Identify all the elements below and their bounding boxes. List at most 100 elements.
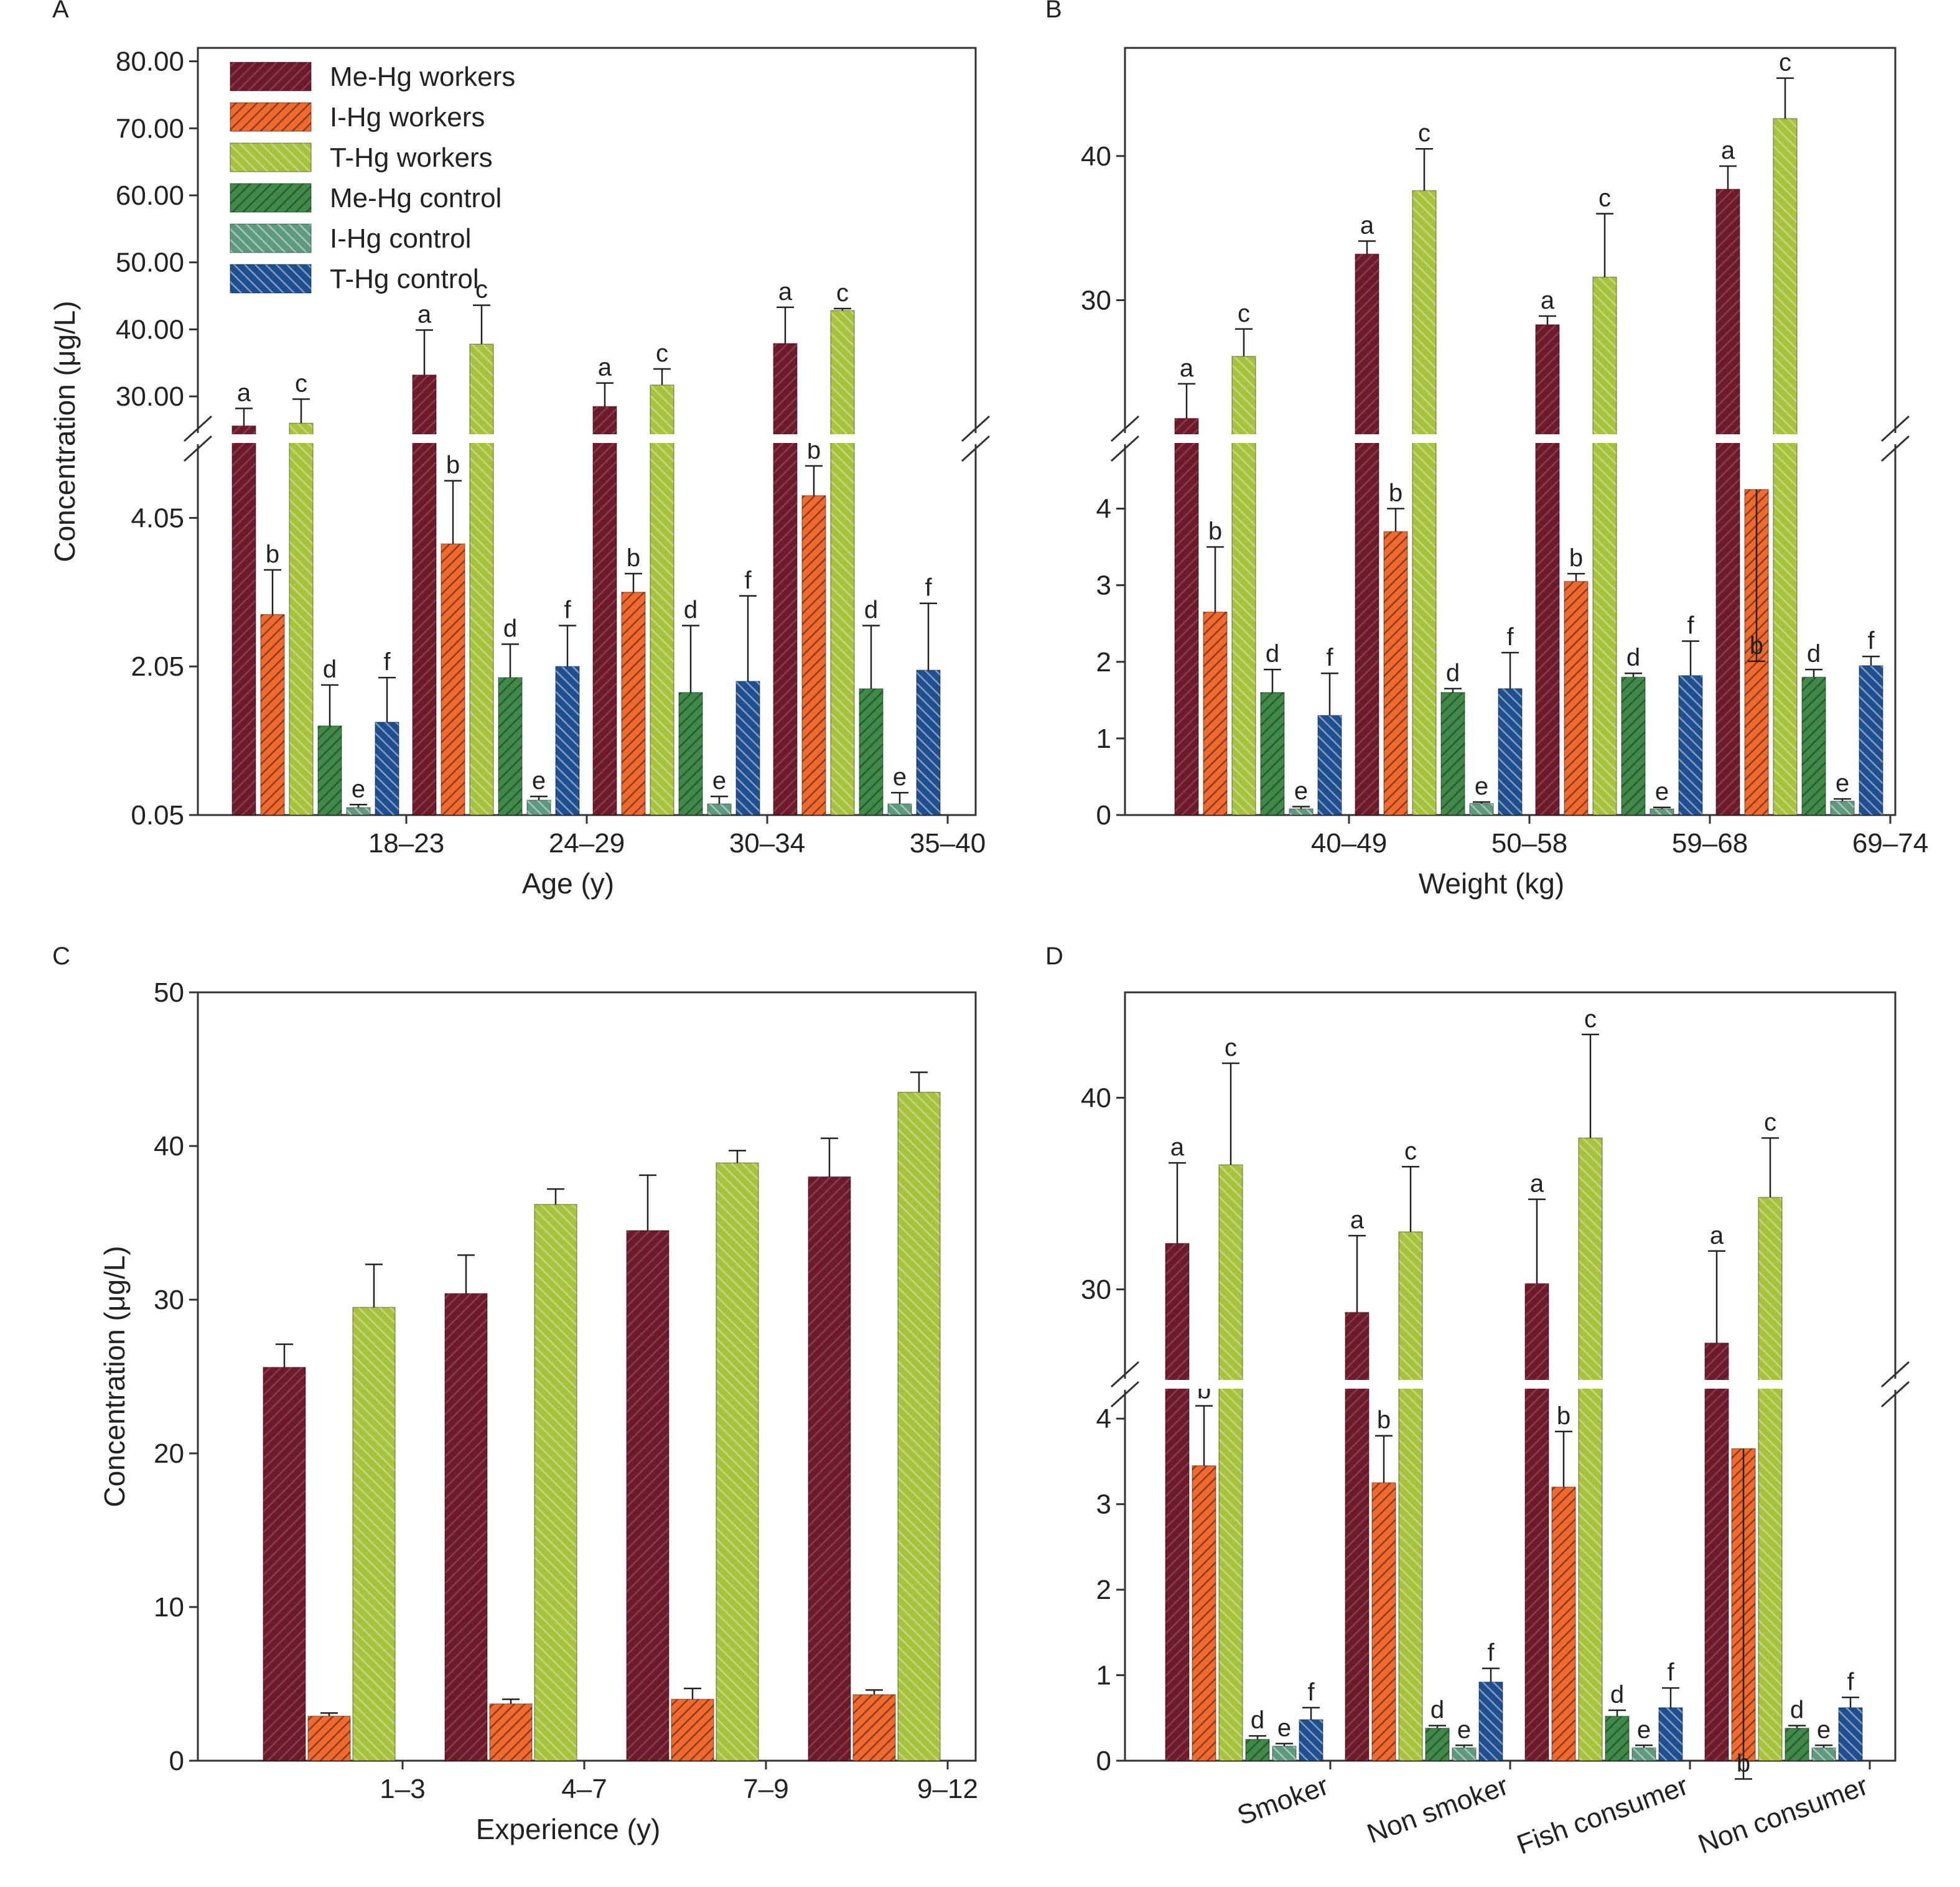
bar-i-hg-workers-4-7 bbox=[489, 1703, 533, 1761]
significance-letter: e bbox=[893, 763, 907, 791]
x-tick-label: 9–12 bbox=[917, 1774, 978, 1804]
significance-letter: e bbox=[532, 767, 546, 794]
bar-me-hg-control-fish-consumer bbox=[1605, 1715, 1630, 1761]
significance-letter: e bbox=[1817, 1716, 1831, 1743]
bar-i-hg-control-non-smoker bbox=[1452, 1747, 1477, 1761]
y-tick-label: 30 bbox=[1081, 1274, 1111, 1305]
bar-me-hg-workers-69-74 bbox=[1715, 189, 1740, 816]
x-tick-label: 18–23 bbox=[368, 828, 444, 859]
significance-letter: d bbox=[1266, 640, 1279, 668]
bar-me-hg-workers-30-34 bbox=[592, 406, 617, 816]
panel-b: B 0 1 2 3 4 30 40 a a a a b b b b c c c c d d d d e e e e f f f f 40–49 5… bbox=[1045, 0, 1928, 900]
legend-swatch-me-hg-workers bbox=[230, 62, 312, 91]
significance-letter: e bbox=[1294, 777, 1308, 804]
bar-i-hg-control-69-74 bbox=[1830, 801, 1855, 816]
y-tick-label: 2.05 bbox=[131, 651, 184, 682]
significance-letter: c bbox=[1238, 300, 1250, 327]
bar-t-hg-workers-59-68 bbox=[1592, 276, 1617, 816]
significance-letter: c bbox=[656, 340, 668, 367]
bar-t-hg-control-non-smoker bbox=[1478, 1681, 1503, 1761]
axis-break-mark bbox=[1880, 1361, 1910, 1388]
y-tick-label: 1 bbox=[1096, 724, 1111, 754]
significance-letter: a bbox=[1721, 137, 1735, 164]
legend-label-i-hg-workers: I-Hg workers bbox=[330, 102, 485, 133]
significance-letter: f bbox=[1506, 623, 1514, 651]
bar-me-hg-workers-7-9 bbox=[626, 1230, 670, 1761]
bar-me-hg-workers-fish-consumer bbox=[1524, 1283, 1549, 1761]
bar-me-hg-workers-non-consumer bbox=[1704, 1342, 1729, 1761]
significance-letter: b bbox=[807, 437, 821, 464]
significance-letter: e bbox=[712, 767, 726, 794]
bar-i-hg-workers-9-12 bbox=[852, 1694, 896, 1761]
bar-t-hg-workers-non-smoker bbox=[1398, 1231, 1423, 1761]
significance-letter: a bbox=[1541, 287, 1555, 314]
significance-letter: d bbox=[1790, 1697, 1804, 1724]
bar-me-hg-workers-35-40 bbox=[773, 343, 798, 816]
bar-me-hg-control-24-29 bbox=[498, 677, 523, 816]
bar-t-hg-workers-18-23 bbox=[289, 422, 314, 816]
bar-me-hg-control-69-74 bbox=[1801, 676, 1826, 816]
y-tick-label: 0 bbox=[1096, 800, 1111, 831]
panel-letter-c: C bbox=[52, 943, 70, 970]
significance-letter: a bbox=[1170, 1134, 1185, 1161]
significance-letter: c bbox=[836, 279, 849, 307]
axis-break-mark bbox=[183, 415, 213, 442]
significance-letter: f bbox=[1847, 1668, 1854, 1695]
significance-letter: f bbox=[1667, 1659, 1674, 1686]
bar-me-hg-control-50-58 bbox=[1440, 692, 1465, 816]
bar-me-hg-control-18-23 bbox=[317, 725, 342, 816]
x-tick-label: 24–29 bbox=[549, 828, 625, 859]
x-tick-label: 69–74 bbox=[1852, 828, 1928, 859]
y-tick-label: 0 bbox=[1096, 1746, 1111, 1776]
bar-i-hg-control-smoker bbox=[1272, 1745, 1297, 1761]
significance-letter: a bbox=[1360, 212, 1374, 239]
bar-t-hg-control-fish-consumer bbox=[1658, 1707, 1683, 1761]
significance-letter: f bbox=[1687, 612, 1694, 640]
bar-t-hg-workers-non-consumer bbox=[1758, 1196, 1783, 1761]
y-tick-label: 60.00 bbox=[116, 180, 184, 211]
x-tick-label: 1–3 bbox=[380, 1774, 425, 1804]
significance-letter: b bbox=[1557, 1402, 1570, 1430]
significance-letter: c bbox=[1764, 1109, 1776, 1136]
legend-swatch-i-hg-workers bbox=[230, 102, 312, 132]
y-tick-label: 4 bbox=[1096, 494, 1111, 524]
bar-t-hg-control-non-consumer bbox=[1838, 1707, 1863, 1761]
x-tick-label: 59–68 bbox=[1672, 828, 1748, 859]
axis-break-mark bbox=[183, 435, 213, 462]
bar-me-hg-workers-1-3 bbox=[263, 1366, 306, 1761]
bar-t-hg-workers-69-74 bbox=[1773, 118, 1798, 816]
axis-break-mark bbox=[961, 435, 991, 462]
significance-letter: f bbox=[1307, 1679, 1315, 1706]
y-tick-label: 2 bbox=[1096, 1575, 1111, 1605]
panel-letter-b: B bbox=[1045, 0, 1062, 23]
panel-a: A 0.05 2.05 4.05 30.00 40.00 50.00 60.00 70.00 80… bbox=[49, 0, 991, 900]
significance-letter: b bbox=[1377, 1407, 1391, 1434]
y-axis-label: Concentration (μg/L) bbox=[98, 1246, 131, 1507]
significance-letter: b bbox=[1750, 632, 1763, 659]
significance-letter: a bbox=[418, 301, 432, 328]
y-tick-label: 50.00 bbox=[116, 248, 184, 278]
significance-letter: f bbox=[1487, 1639, 1495, 1667]
y-tick-label: 40 bbox=[1081, 1083, 1111, 1113]
axis-break-mark bbox=[1880, 415, 1910, 442]
y-tick-label: 70.00 bbox=[116, 113, 184, 144]
x-axis-label: Weight (kg) bbox=[1419, 867, 1564, 900]
significance-letter: d bbox=[684, 597, 698, 624]
significance-letter: b bbox=[627, 544, 640, 572]
bar-me-hg-workers-50-58 bbox=[1355, 253, 1379, 816]
y-tick-label: 4 bbox=[1096, 1404, 1111, 1434]
y-tick-label: 3 bbox=[1096, 571, 1111, 601]
bar-i-hg-control-non-consumer bbox=[1811, 1747, 1836, 1761]
bar-me-hg-control-30-34 bbox=[678, 692, 703, 816]
bar-me-hg-workers-59-68 bbox=[1535, 324, 1560, 816]
significance-letter: c bbox=[475, 276, 488, 304]
bar-me-hg-workers-40-49 bbox=[1174, 417, 1199, 816]
significance-letter: b bbox=[1737, 1750, 1750, 1777]
x-tick-label: 4–7 bbox=[561, 1774, 607, 1804]
significance-letter: a bbox=[778, 278, 793, 305]
significance-letter: c bbox=[1404, 1137, 1417, 1165]
significance-letter: f bbox=[744, 567, 752, 594]
x-tick-label: Non consumer bbox=[1694, 1770, 1872, 1860]
significance-letter: e bbox=[1655, 778, 1669, 806]
bar-i-hg-control-35-40 bbox=[887, 803, 912, 816]
